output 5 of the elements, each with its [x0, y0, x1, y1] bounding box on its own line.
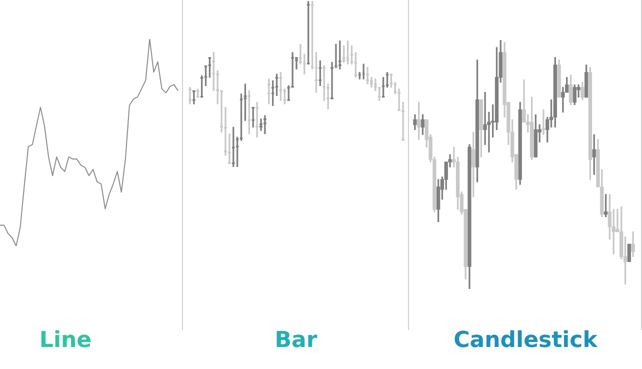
candlestick	[561, 86, 565, 113]
text: Bar	[274, 328, 318, 353]
candlestick	[542, 109, 546, 135]
text: Candlestick	[452, 328, 599, 353]
text: Line	[38, 328, 93, 353]
